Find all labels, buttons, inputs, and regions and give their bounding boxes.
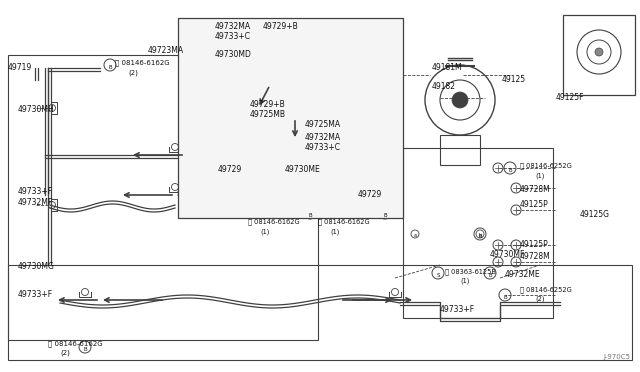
Text: 49730MH: 49730MH [18, 105, 55, 114]
Text: 49729+B: 49729+B [250, 100, 285, 109]
Text: 49730MF: 49730MF [490, 250, 525, 259]
Text: 49732MF: 49732MF [18, 198, 53, 207]
Text: B: B [108, 65, 112, 70]
Text: 49725MA: 49725MA [305, 120, 341, 129]
Text: 49181M: 49181M [432, 63, 463, 72]
Text: 49732MA: 49732MA [305, 133, 341, 142]
Text: B: B [503, 295, 507, 299]
Text: 49125P: 49125P [520, 240, 548, 249]
Text: B: B [478, 234, 482, 238]
Text: B: B [308, 213, 312, 218]
Text: (2): (2) [60, 350, 70, 356]
Text: B: B [83, 347, 87, 352]
Text: (1): (1) [260, 228, 269, 234]
Text: 49732MA: 49732MA [215, 22, 251, 31]
Text: 49732ME: 49732ME [505, 270, 541, 279]
Text: 49728M: 49728M [520, 185, 551, 194]
Bar [440, 135, 480, 165]
Text: 49182: 49182 [432, 82, 456, 91]
Text: 49723MA: 49723MA [148, 46, 184, 55]
Text: (2): (2) [535, 296, 545, 302]
Text: b: b [479, 233, 481, 238]
Bar [178, 18, 403, 218]
Text: ⒢ 08363-6125B: ⒢ 08363-6125B [445, 268, 496, 275]
Text: 49729: 49729 [218, 165, 243, 174]
Text: 49729+B: 49729+B [263, 22, 299, 31]
Circle shape [452, 92, 468, 108]
Text: 49729: 49729 [358, 190, 382, 199]
Text: 49728M: 49728M [520, 252, 551, 261]
Circle shape [595, 48, 603, 56]
Text: (2): (2) [128, 69, 138, 76]
Text: 49125P: 49125P [520, 200, 548, 209]
Text: 49719: 49719 [8, 63, 32, 72]
Text: B: B [488, 273, 492, 278]
Text: B: B [383, 213, 387, 218]
Text: 49725MB: 49725MB [250, 110, 286, 119]
Text: Ⓑ 08146-6252G: Ⓑ 08146-6252G [520, 162, 572, 169]
Bar [8, 265, 632, 360]
Text: Ⓑ 08146-6252G: Ⓑ 08146-6252G [520, 286, 572, 293]
Text: Ⓑ 08146-6162G: Ⓑ 08146-6162G [248, 218, 300, 225]
Bar [563, 15, 635, 95]
Text: Ⓑ 08146-6162G: Ⓑ 08146-6162G [48, 340, 102, 347]
Text: 49733+C: 49733+C [305, 143, 341, 152]
Text: 49730MG: 49730MG [18, 262, 55, 271]
Bar [403, 148, 553, 318]
Text: 49125: 49125 [502, 75, 526, 84]
Text: 49733+F: 49733+F [440, 305, 475, 314]
Text: (1): (1) [535, 172, 545, 179]
Text: B: B [508, 168, 512, 173]
Bar [8, 55, 318, 340]
Text: (1): (1) [330, 228, 339, 234]
Text: 49730MD: 49730MD [215, 50, 252, 59]
Text: a: a [413, 233, 417, 238]
Text: 49733+F: 49733+F [18, 187, 53, 196]
Text: (1): (1) [460, 278, 469, 285]
Text: 49733+F: 49733+F [18, 290, 53, 299]
Text: 49730ME: 49730ME [285, 165, 321, 174]
Text: S: S [436, 273, 440, 278]
Text: J-970C5: J-970C5 [603, 354, 630, 360]
Text: 49733+C: 49733+C [215, 32, 251, 41]
Text: Ⓑ 08146-6162G: Ⓑ 08146-6162G [115, 59, 170, 65]
Text: 49125F: 49125F [556, 93, 584, 102]
Text: Ⓑ 08146-6162G: Ⓑ 08146-6162G [318, 218, 370, 225]
Text: 49125G: 49125G [580, 210, 610, 219]
